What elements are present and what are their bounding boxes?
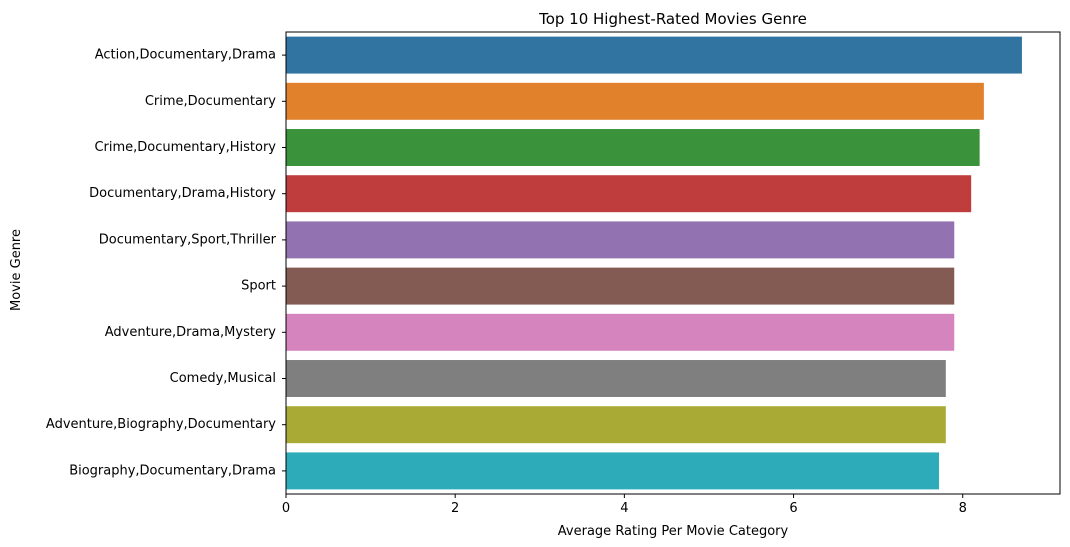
plot-frame <box>285 31 1061 495</box>
chart-title: Top 10 Highest-Rated Movies Genre <box>538 10 807 28</box>
y-axis-ticks: Action,Documentary,Drama Crime,Documentar… <box>46 48 286 478</box>
x-tick-label: 0 <box>282 501 290 516</box>
y-tick-label: Comedy,Musical <box>170 371 276 386</box>
y-tick-label: Sport <box>241 279 276 294</box>
y-axis-label: Movie Genre <box>9 229 24 311</box>
x-axis-label: Average Rating Per Movie Category <box>558 524 789 539</box>
y-tick-label: Documentary,Sport,Thriller <box>99 232 277 247</box>
bar <box>286 313 955 351</box>
y-tick-label: Crime,Documentary,History <box>94 140 276 155</box>
y-tick-label: Action,Documentary,Drama <box>95 48 276 63</box>
x-tick-label: 8 <box>959 501 967 516</box>
bar <box>286 360 946 397</box>
x-axis-ticks: 0 2 4 6 8 <box>282 494 967 516</box>
bars-group <box>286 36 1022 490</box>
bar <box>286 175 972 213</box>
x-tick-label: 4 <box>620 501 628 516</box>
bar <box>286 129 980 166</box>
y-tick-label: Documentary,Drama,History <box>89 186 276 201</box>
x-tick-label: 6 <box>789 501 797 516</box>
y-tick-label: Adventure,Drama,Mystery <box>105 325 277 340</box>
y-tick-label: Crime,Documentary <box>145 94 276 109</box>
bar <box>286 406 946 444</box>
bar <box>286 452 940 490</box>
bar <box>286 267 955 305</box>
x-tick-label: 2 <box>451 501 459 516</box>
y-tick-label: Adventure,Biography,Documentary <box>46 417 276 432</box>
bar <box>286 36 1022 74</box>
bar <box>286 82 984 120</box>
y-tick-label: Biography,Documentary,Drama <box>69 463 276 478</box>
bar <box>286 221 955 259</box>
